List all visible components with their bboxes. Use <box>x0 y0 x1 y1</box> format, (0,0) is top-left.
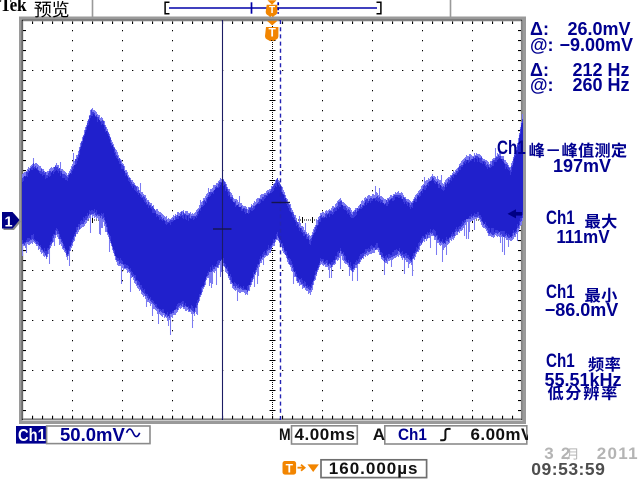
svg-text:1: 1 <box>5 214 13 230</box>
svg-text:T: T <box>269 5 275 16</box>
svg-text:T: T <box>269 26 277 40</box>
svg-text:T: T <box>286 461 294 475</box>
